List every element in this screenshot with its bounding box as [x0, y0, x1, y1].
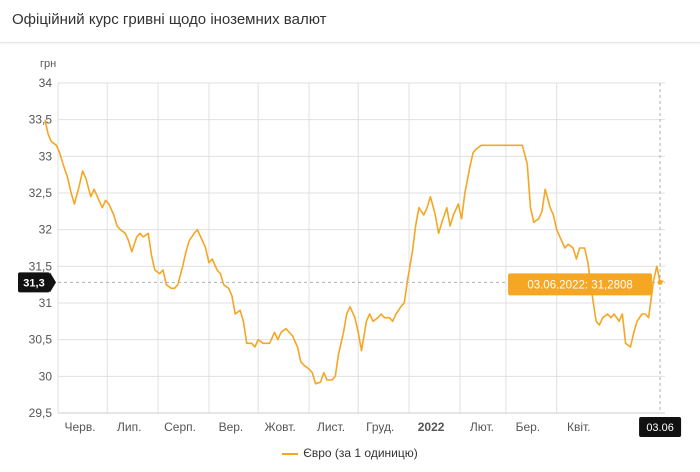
y-tick-label: 33: [39, 149, 53, 163]
y-tick-label: 32: [39, 223, 53, 237]
y-tick-label: 34: [39, 76, 53, 90]
x-tick-label: Лип.: [117, 420, 141, 434]
legend-label: Євро (за 1 одиницю): [303, 446, 418, 460]
cursor-y-label: 31,3: [18, 272, 56, 293]
cursor-y-value: 31,3: [23, 277, 44, 289]
x-tick-label: Лист.: [317, 420, 345, 434]
hover-point: [657, 279, 663, 285]
y-tick-label: 31: [39, 296, 53, 310]
grid: [57, 82, 665, 414]
x-tick-label: Жовт.: [265, 420, 296, 434]
cursor-x-label: 03.06: [639, 417, 682, 437]
legend[interactable]: Євро (за 1 одиницю): [0, 446, 700, 460]
header: Офіційний курс гривні щодо іноземних вал…: [0, 0, 700, 43]
y-tick-label: 32,5: [29, 186, 53, 200]
chart: 34 33,5 33 32,5 32 31,5 31 30,5 30 29,5 Черв. Лип.…: [18, 58, 682, 437]
y-tick-label: 30: [39, 369, 53, 383]
x-tick-label: Квіт.: [567, 420, 591, 434]
y-tick-label: 29,5: [29, 406, 53, 420]
x-tick-label: 2022: [418, 420, 445, 434]
y-tick-label: 33,5: [29, 113, 53, 127]
x-tick-label: Груд.: [366, 420, 394, 434]
page-title: Офіційний курс гривні щодо іноземних вал…: [12, 11, 327, 28]
y-axis-ticks: 34 33,5 33 32,5 32 31,5 31 30,5 30 29,5: [29, 76, 53, 420]
x-tick-label: Серп.: [164, 420, 196, 434]
y-axis-label: грн: [40, 58, 56, 70]
series-line-euro[interactable]: [44, 119, 664, 385]
cursor-x-value: 03.06: [646, 422, 674, 434]
x-tick-label: Бер.: [516, 420, 541, 434]
legend-line-marker: [282, 452, 299, 455]
tooltip-text: 03.06.2022: 31,2808: [527, 279, 633, 291]
tooltip: 03.06.2022: 31,2808: [508, 273, 653, 296]
x-axis-ticks: Черв. Лип. Серп. Вер. Жовт. Лист. Груд. 2022 Лют…: [64, 420, 590, 434]
y-tick-label: 30,5: [29, 333, 53, 347]
x-tick-label: Черв.: [64, 420, 95, 434]
y-tick-label: 31,5: [29, 259, 53, 273]
x-tick-label: Вер.: [219, 420, 244, 434]
x-tick-label: Лют.: [470, 420, 494, 434]
